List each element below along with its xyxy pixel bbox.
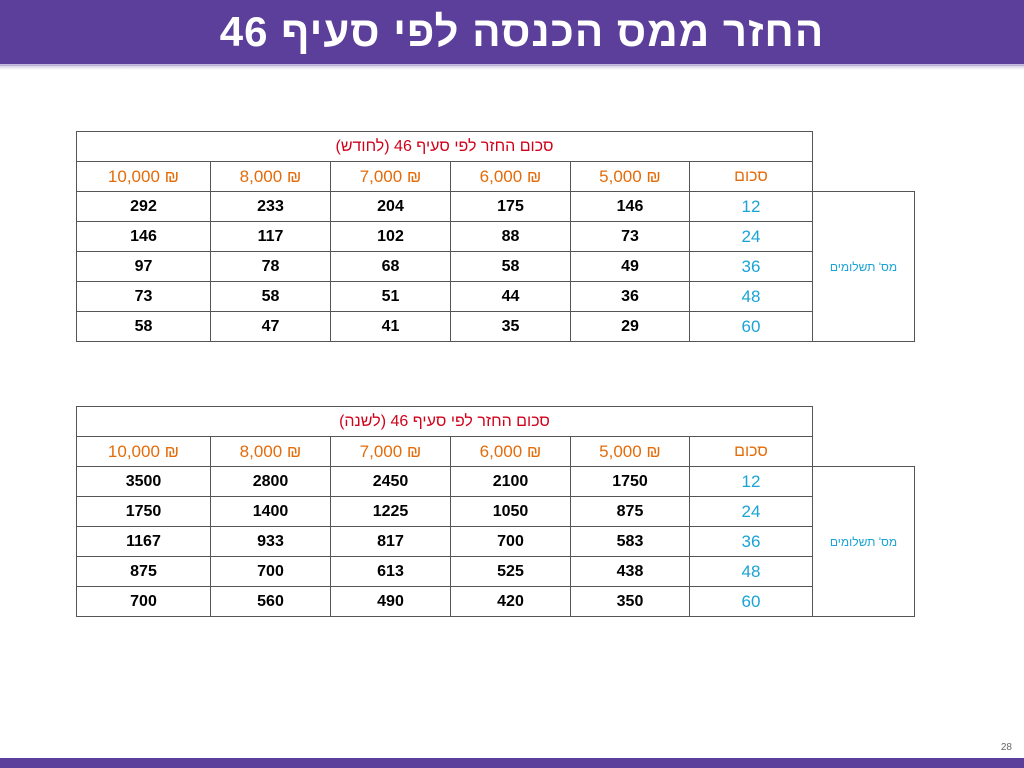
value-cell: 292 [76, 191, 211, 222]
table-title: סכום החזר לפי סעיף 46 (לשנה) [76, 406, 813, 437]
table-row: 1167 933 817 700 583 36 [76, 526, 915, 557]
value-cell: 560 [210, 586, 331, 617]
payments-cell: 36 [689, 526, 813, 557]
value-cell: 875 [570, 496, 690, 527]
yearly-refund-table: סכום החזר לפי סעיף 46 (לשנה) 10,000 ₪ 8,… [76, 406, 915, 617]
value-cell: 44 [450, 281, 571, 312]
payments-cell: 24 [689, 221, 813, 252]
value-cell: 68 [330, 251, 451, 282]
table-title: סכום החזר לפי סעיף 46 (לחודש) [76, 131, 813, 162]
value-cell: 490 [330, 586, 451, 617]
bottom-bar [0, 758, 1024, 768]
table-row: 3500 2800 2450 2100 1750 12 מס' תשלומים [76, 466, 915, 617]
value-cell: 146 [570, 191, 690, 222]
value-cell: 1750 [76, 496, 211, 527]
value-cell: 88 [450, 221, 571, 252]
title-shadow [0, 64, 1024, 70]
payments-count-label: מס' תשלומים [812, 466, 915, 617]
amount-header: 6,000 ₪ [450, 436, 571, 467]
value-cell: 51 [330, 281, 451, 312]
value-cell: 204 [330, 191, 451, 222]
value-cell: 73 [570, 221, 690, 252]
value-cell: 117 [210, 221, 331, 252]
value-cell: 1050 [450, 496, 571, 527]
value-cell: 817 [330, 526, 451, 557]
value-cell: 78 [210, 251, 331, 282]
value-cell: 1750 [570, 466, 690, 497]
value-cell: 700 [210, 556, 331, 587]
value-cell: 420 [450, 586, 571, 617]
value-cell: 41 [330, 311, 451, 342]
value-cell: 35 [450, 311, 571, 342]
value-cell: 700 [76, 586, 211, 617]
value-cell: 233 [210, 191, 331, 222]
value-cell: 2800 [210, 466, 331, 497]
payments-cell: 48 [689, 281, 813, 312]
amount-header: 10,000 ₪ [76, 436, 211, 467]
table-row: 875 700 613 525 438 48 [76, 556, 915, 587]
value-cell: 1167 [76, 526, 211, 557]
table-row: 700 560 490 420 350 60 [76, 586, 915, 617]
amount-header: 5,000 ₪ [570, 161, 690, 192]
value-cell: 49 [570, 251, 690, 282]
slide-number: 28 [1000, 742, 1012, 753]
blank-cell [812, 161, 915, 192]
table-row: 97 78 68 58 49 36 [76, 251, 915, 282]
table-row: 73 58 51 44 36 48 [76, 281, 915, 312]
value-cell: 58 [76, 311, 211, 342]
payments-cell: 48 [689, 556, 813, 587]
title-bar: החזר ממס הכנסה לפי סעיף 46 [0, 0, 1024, 66]
amount-header: 7,000 ₪ [330, 436, 451, 467]
payments-cell: 36 [689, 251, 813, 282]
payments-cell: 60 [689, 311, 813, 342]
value-cell: 700 [450, 526, 571, 557]
payments-cell: 12 [689, 466, 813, 497]
value-cell: 3500 [76, 466, 211, 497]
payments-cell: 60 [689, 586, 813, 617]
value-cell: 47 [210, 311, 331, 342]
payments-cell: 12 [689, 191, 813, 222]
value-cell: 875 [76, 556, 211, 587]
blank-cell [812, 131, 915, 162]
amount-header: 5,000 ₪ [570, 436, 690, 467]
value-cell: 438 [570, 556, 690, 587]
value-cell: 36 [570, 281, 690, 312]
table-row: 146 117 102 88 73 24 [76, 221, 915, 252]
value-cell: 73 [76, 281, 211, 312]
blank-cell [812, 406, 915, 437]
value-cell: 1400 [210, 496, 331, 527]
value-cell: 97 [76, 251, 211, 282]
value-cell: 933 [210, 526, 331, 557]
sum-label: סכום [689, 161, 813, 192]
blank-cell [812, 436, 915, 467]
amount-header: 8,000 ₪ [210, 161, 331, 192]
table-row: 58 47 41 35 29 60 [76, 311, 915, 342]
page-title: החזר ממס הכנסה לפי סעיף 46 [219, 8, 825, 55]
amount-header: 8,000 ₪ [210, 436, 331, 467]
value-cell: 29 [570, 311, 690, 342]
sum-label: סכום [689, 436, 813, 467]
value-cell: 2450 [330, 466, 451, 497]
value-cell: 350 [570, 586, 690, 617]
amount-header: 6,000 ₪ [450, 161, 571, 192]
value-cell: 583 [570, 526, 690, 557]
value-cell: 2100 [450, 466, 571, 497]
value-cell: 58 [450, 251, 571, 282]
amount-header: 7,000 ₪ [330, 161, 451, 192]
value-cell: 613 [330, 556, 451, 587]
monthly-refund-table: סכום החזר לפי סעיף 46 (לחודש) 10,000 ₪ 8… [76, 131, 915, 342]
amount-header: 10,000 ₪ [76, 161, 211, 192]
payments-count-label: מס' תשלומים [812, 191, 915, 342]
value-cell: 58 [210, 281, 331, 312]
table-row: 1750 1400 1225 1050 875 24 [76, 496, 915, 527]
value-cell: 102 [330, 221, 451, 252]
value-cell: 175 [450, 191, 571, 222]
value-cell: 146 [76, 221, 211, 252]
payments-cell: 24 [689, 496, 813, 527]
value-cell: 525 [450, 556, 571, 587]
value-cell: 1225 [330, 496, 451, 527]
table-row: 292 233 204 175 146 12 מס' תשלומים [76, 191, 915, 342]
